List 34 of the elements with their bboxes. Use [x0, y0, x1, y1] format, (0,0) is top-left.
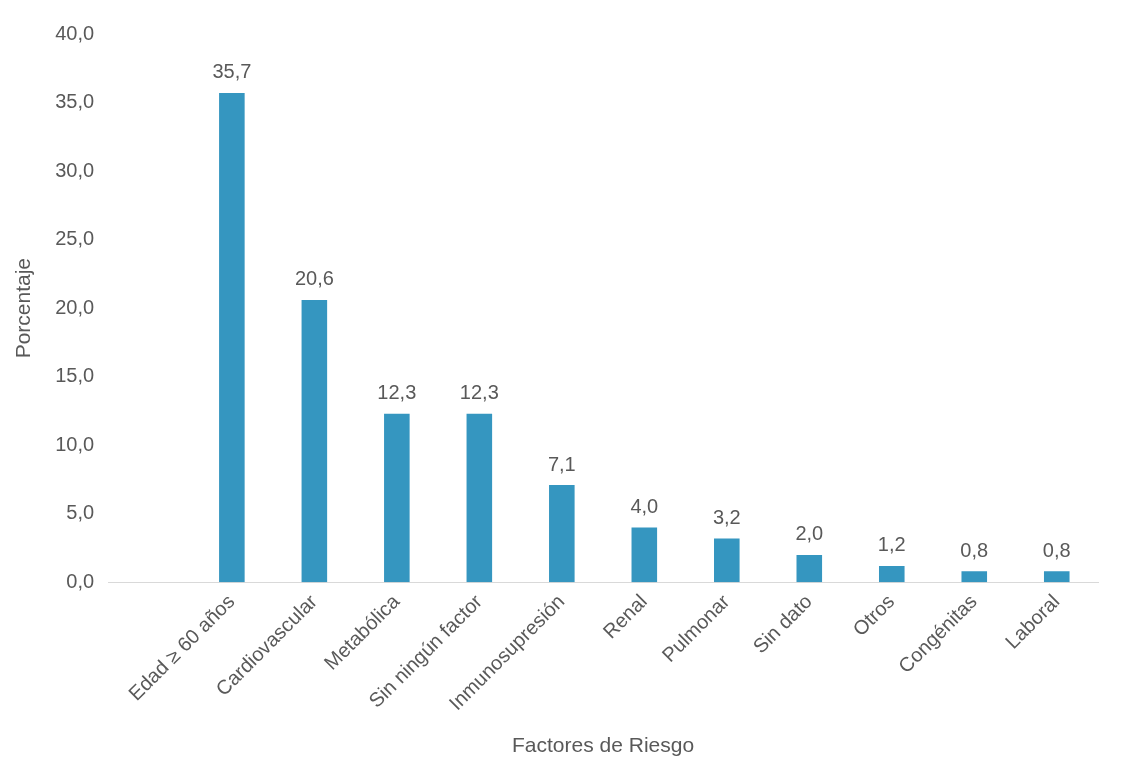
y-tick-label: 25,0 [55, 227, 95, 250]
bar [219, 92, 245, 583]
y-tick-label: 5,0 [66, 501, 95, 524]
data-label: 35,7 [212, 60, 252, 83]
data-label: 0,8 [1042, 538, 1071, 561]
bar [878, 565, 905, 583]
y-axis-title: Porcentaje [11, 257, 35, 359]
bar [466, 413, 493, 583]
bar [549, 485, 575, 583]
y-tick-label: 40,0 [55, 21, 95, 44]
bar [301, 299, 328, 583]
data-label: 12,3 [377, 381, 417, 404]
y-tick-label: 30,0 [55, 158, 95, 181]
data-label: 4,0 [630, 495, 659, 518]
bar [384, 413, 410, 583]
x-tick-label: Sin dato [748, 590, 817, 658]
y-tick-label: 0,0 [66, 569, 95, 592]
bar [714, 538, 740, 583]
data-label: 12,3 [459, 381, 499, 404]
data-label: 3,2 [712, 505, 741, 528]
bar [1043, 571, 1070, 583]
x-axis-title: Factores de Riesgo [512, 733, 695, 757]
data-label: 0,8 [960, 538, 989, 561]
y-tick-label: 10,0 [55, 432, 95, 455]
data-label: 20,6 [294, 267, 334, 290]
bar [961, 571, 988, 583]
y-tick-label: 20,0 [55, 295, 95, 318]
bar [631, 527, 658, 583]
data-label: 2,0 [795, 522, 824, 545]
y-tick-label: 15,0 [55, 364, 95, 387]
data-label: 7,1 [547, 452, 576, 475]
data-label: 1,2 [877, 533, 906, 556]
bar [796, 554, 823, 583]
y-tick-label: 35,0 [55, 90, 95, 113]
